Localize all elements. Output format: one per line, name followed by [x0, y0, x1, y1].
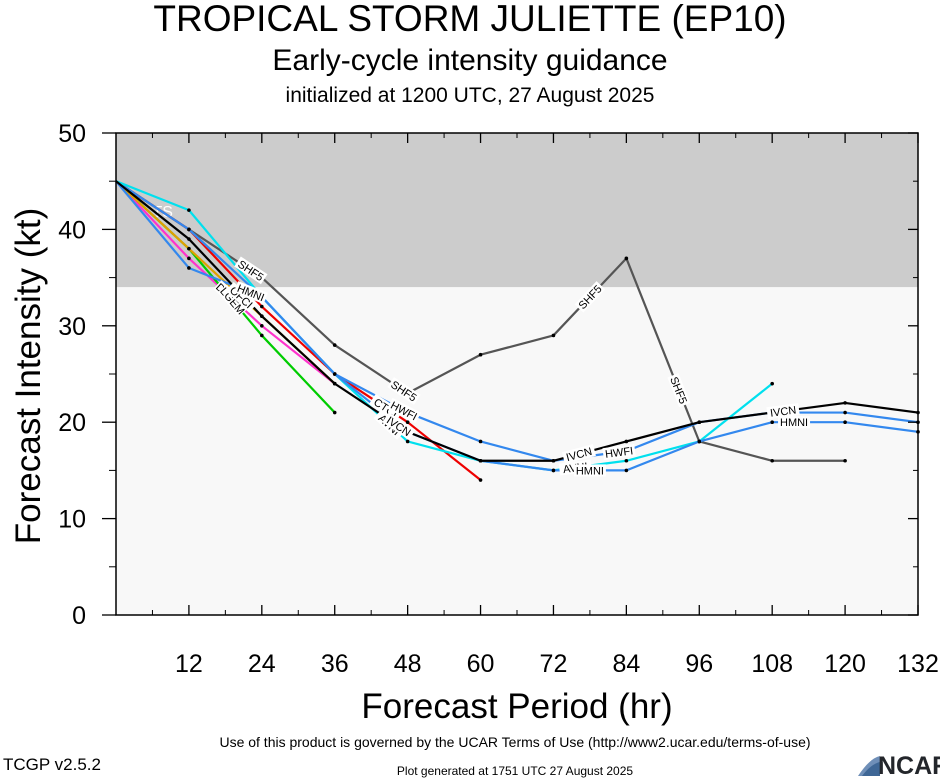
chart-subtitle: Early-cycle intensity guidance — [272, 44, 668, 77]
series-label-bg — [225, 281, 258, 313]
x-tick-label: 48 — [394, 650, 422, 678]
series-label-text: IVCN — [769, 404, 797, 419]
series-label-bg — [234, 256, 268, 285]
series-label-bg — [561, 444, 596, 464]
intensity-band-ts — [116, 133, 918, 288]
terms-of-use-notice: Use of this product is governed by the U… — [219, 734, 811, 750]
data-point-ivcn — [697, 420, 702, 425]
x-tick-label: 36 — [321, 650, 349, 678]
y-tick-label: 40 — [58, 216, 86, 244]
data-point-ctci — [478, 478, 483, 482]
data-point-lgem — [260, 333, 264, 338]
data-point-lgem — [332, 410, 337, 415]
series-label-bg — [573, 464, 606, 477]
y-tick-label: 20 — [58, 409, 86, 437]
data-point-ivcn — [624, 439, 629, 444]
data-point-ivcn — [260, 314, 264, 318]
x-axis-label: Forecast Period (hr) — [361, 687, 672, 726]
data-point-ivcn — [843, 401, 847, 405]
series-label-bg — [667, 373, 691, 408]
series-label-text: HWFI — [604, 445, 633, 461]
data-point-hmni — [843, 420, 847, 425]
series-label-bg — [602, 444, 636, 461]
data-point-hmni — [332, 372, 337, 376]
series-label-bg — [778, 416, 811, 429]
data-point-shf5 — [478, 352, 483, 357]
series-label-ivcn: IVCN — [766, 403, 800, 420]
series-label-text: HMNI — [780, 417, 808, 429]
y-axis-label: Forecast Intensity (kt) — [9, 208, 48, 544]
x-tick-label: 72 — [540, 650, 568, 678]
ncar-logo-icon — [858, 756, 880, 776]
series-label-bg — [382, 412, 416, 440]
y-tick-label: 50 — [58, 120, 86, 148]
series-label-bg — [387, 377, 421, 405]
y-tick-label: 10 — [58, 506, 86, 534]
data-point-hmni — [770, 420, 774, 425]
data-point-hmni — [624, 468, 629, 473]
y-tick-label: 0 — [72, 602, 86, 630]
series-label-hmni: HMNI — [778, 416, 811, 429]
series-label-bg — [387, 397, 421, 424]
data-point-ctci — [260, 304, 264, 309]
data-point-avni — [187, 208, 191, 212]
data-point-shf5 — [770, 458, 774, 463]
x-tick-label: 24 — [248, 650, 276, 678]
series-line-avni — [115, 180, 773, 472]
x-tick-label: 120 — [824, 650, 866, 678]
x-tick-label: 108 — [751, 650, 793, 678]
series-label-bg — [217, 284, 248, 317]
series-label-hmni: HMNI — [573, 464, 606, 477]
data-point-hmni — [697, 439, 702, 444]
series-label-bg — [574, 281, 606, 313]
data-point-shf5 — [332, 343, 337, 347]
initialization-time: initialized at 1200 UTC, 27 August 2025 — [285, 84, 655, 107]
data-point-ivcn — [187, 237, 191, 241]
data-point-shf5 — [551, 333, 556, 338]
data-point-dshp — [187, 256, 191, 261]
data-point-avni — [770, 381, 774, 386]
ncar-logo: NCAR — [856, 752, 940, 780]
x-tick-label: 60 — [467, 650, 495, 678]
x-tick-label: 132 — [897, 650, 939, 678]
data-point-dshp — [260, 324, 264, 328]
series-label-bg — [233, 281, 268, 305]
series-label-text: HMNI — [576, 465, 604, 477]
data-point-ivcn — [478, 458, 483, 463]
x-tick-label: 84 — [612, 650, 640, 678]
data-point-hmni — [187, 266, 191, 270]
series-label-bg — [766, 403, 800, 420]
data-point-shf5 — [624, 256, 629, 261]
data-point-ivcn — [332, 381, 337, 386]
series-label-hwfi: HWFI — [602, 444, 636, 461]
x-tick-label: 96 — [685, 650, 713, 678]
y-tick-label: 30 — [58, 313, 86, 341]
x-tick-label: 12 — [175, 650, 203, 678]
version-label: TCGP v2.5.2 — [3, 755, 101, 774]
data-point-hwfi — [187, 227, 191, 232]
data-point-avni — [624, 458, 629, 463]
data-point-hwfi — [478, 439, 483, 444]
plot-generated-time: Plot generated at 1751 UTC 27 August 202… — [396, 764, 634, 778]
intensity-chart: TSSHF5SHF5SHF5SHF5DSHPLGEMOFCICTCIHWFIHW… — [9, 120, 939, 726]
data-point-shf5 — [843, 458, 847, 463]
data-point-ivcn — [551, 458, 556, 463]
series-label-bg — [369, 393, 403, 422]
data-point-ofci — [187, 246, 191, 251]
data-point-ctci — [405, 420, 410, 425]
chart-title: TROPICAL STORM JULIETTE (EP10) — [153, 0, 787, 39]
data-point-avni — [405, 439, 410, 444]
ncar-logo-text: NCAR — [878, 752, 940, 780]
data-point-hwfi — [843, 410, 847, 415]
data-point-hmni — [551, 468, 556, 473]
